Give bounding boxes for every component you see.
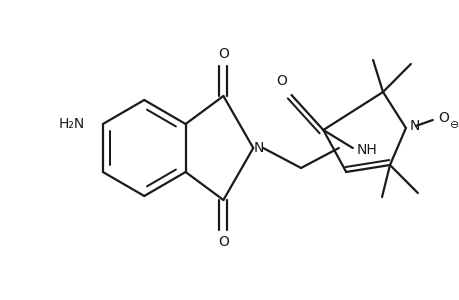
Text: O: O (218, 235, 229, 249)
Text: O: O (275, 74, 286, 88)
Text: ⊖: ⊖ (449, 120, 459, 130)
Text: O: O (437, 111, 448, 125)
Text: H₂N: H₂N (59, 117, 85, 131)
Text: N: N (409, 119, 419, 133)
Text: NH: NH (356, 143, 377, 157)
Text: O: O (218, 47, 229, 61)
Text: N: N (253, 141, 264, 155)
